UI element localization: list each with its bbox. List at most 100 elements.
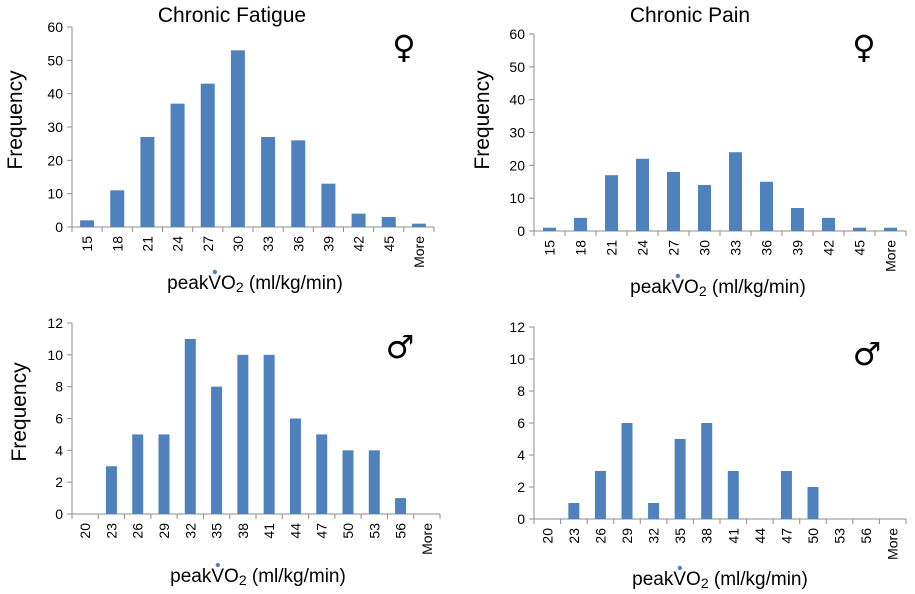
bar-32 <box>648 503 660 519</box>
chart-title: Chronic Fatigue <box>158 4 306 27</box>
x-tick-label: More <box>883 240 899 272</box>
bar-42 <box>351 213 366 227</box>
bar-38 <box>237 354 249 514</box>
x-tick-label: 21 <box>139 236 155 252</box>
x-label-subscript: 2 <box>239 572 247 588</box>
x-label-o: O <box>686 569 701 590</box>
bar-30 <box>698 185 711 231</box>
x-tick-label: 44 <box>752 528 768 544</box>
x-label-units: (ml/kg/min) <box>244 273 343 294</box>
y-tick-label: 6 <box>55 411 63 427</box>
bar-24 <box>636 158 649 231</box>
y-tick-label: 60 <box>509 26 525 42</box>
bar-41 <box>263 354 275 514</box>
x-label-units: (ml/kg/min) <box>707 277 806 298</box>
y-tick-label: 10 <box>509 190 525 206</box>
x-tick-label: 38 <box>235 523 251 539</box>
y-tick-label: 20 <box>47 152 63 168</box>
v-dot-accent <box>212 269 218 275</box>
x-tick-label: 27 <box>200 236 216 252</box>
y-tick-label: 10 <box>47 347 63 363</box>
bar-21 <box>140 137 155 227</box>
x-tick-label: 45 <box>852 240 868 256</box>
x-label-prefix: peak <box>170 566 212 587</box>
x-tick-label: 15 <box>79 236 95 252</box>
x-tick-label: More <box>885 528 901 560</box>
x-tick-label: 44 <box>287 523 303 539</box>
bar-33 <box>261 137 276 227</box>
x-tick-label: 38 <box>699 528 715 544</box>
x-tick-label: 24 <box>635 240 651 256</box>
bar-35 <box>211 386 223 514</box>
bar-32 <box>184 338 196 514</box>
bar-24 <box>170 103 185 227</box>
x-tick-label: 29 <box>156 523 172 539</box>
x-tick-label: 50 <box>340 523 356 539</box>
y-tick-label: 12 <box>47 315 63 331</box>
chart-panel-4: 0 2 4 6 8 10 12 20 23 26 29 32 35 38 41 44 47 50 53 56 More ♂… <box>509 319 907 591</box>
bar-36 <box>291 140 306 227</box>
y-axis-label: Frequency <box>8 362 31 462</box>
bar-27 <box>200 83 215 228</box>
bar-29 <box>158 434 170 514</box>
x-label-units: (ml/kg/min) <box>709 569 808 590</box>
x-tick-label: 53 <box>832 528 848 544</box>
x-tick-label: 27 <box>666 240 682 256</box>
x-tick-label: 33 <box>728 240 744 256</box>
x-tick-label: 35 <box>672 528 688 544</box>
bar-More <box>411 223 426 227</box>
x-tick-label: 39 <box>320 236 336 252</box>
female-symbol-icon: ♀ <box>852 28 875 66</box>
bar-45 <box>853 227 866 231</box>
y-tick-label: 0 <box>517 511 525 527</box>
male-symbol-icon: ♂ <box>386 328 415 366</box>
y-tick-label: 50 <box>47 52 63 68</box>
chart-panel-1: 0 10 20 30 40 50 60 15 18 21 24 27 30 33 36 39 42 45 More C… <box>4 4 435 295</box>
x-tick-label: 56 <box>393 523 409 539</box>
x-label-prefix: peak <box>630 277 672 298</box>
y-tick-label: 30 <box>47 119 63 135</box>
x-label-o: O <box>224 566 239 587</box>
y-tick-label: 40 <box>509 92 525 108</box>
bar-23 <box>568 503 580 519</box>
bar-47 <box>780 471 792 519</box>
x-label-v: V <box>211 566 224 587</box>
x-tick-label: 29 <box>619 528 635 544</box>
y-tick-label: 30 <box>509 125 525 141</box>
bar-More <box>884 227 897 231</box>
y-tick-label: 20 <box>509 157 525 173</box>
x-label-subscript: 2 <box>701 575 709 591</box>
x-label-subscript: 2 <box>699 283 707 299</box>
bar-33 <box>729 152 742 231</box>
x-tick-label: 41 <box>261 523 277 539</box>
x-label-v: V <box>208 273 221 294</box>
x-tick-label: 23 <box>566 528 582 544</box>
x-tick-label: 32 <box>182 523 198 539</box>
bar-38 <box>701 423 713 519</box>
x-tick-label: 26 <box>130 523 146 539</box>
x-tick-label: 18 <box>573 240 589 256</box>
bar-36 <box>760 181 773 231</box>
bar-18 <box>574 217 587 231</box>
y-axis-label: Frequency <box>471 70 494 170</box>
y-tick-label: 6 <box>517 415 525 431</box>
female-symbol-icon: ♀ <box>392 28 415 66</box>
y-tick-label: 40 <box>47 86 63 102</box>
bar-26 <box>132 434 144 514</box>
bar-53 <box>368 450 380 514</box>
x-label-o: O <box>684 277 699 298</box>
y-tick-label: 0 <box>55 219 63 235</box>
chart-panel-2: 0 10 20 30 40 50 60 15 18 21 24 27 30 33 36 39 42 45 More C… <box>471 4 907 299</box>
x-tick-label: 53 <box>366 523 382 539</box>
x-tick-label: 30 <box>230 236 246 252</box>
x-label-v: V <box>673 569 686 590</box>
x-label-prefix: peak <box>167 273 209 294</box>
male-symbol-icon: ♂ <box>853 335 882 373</box>
x-tick-label: 24 <box>170 236 186 252</box>
x-tick-label: 18 <box>109 236 125 252</box>
bar-41 <box>727 471 739 519</box>
v-dot-accent <box>215 562 221 568</box>
y-tick-label: 60 <box>47 19 63 35</box>
x-tick-label: 45 <box>381 236 397 252</box>
